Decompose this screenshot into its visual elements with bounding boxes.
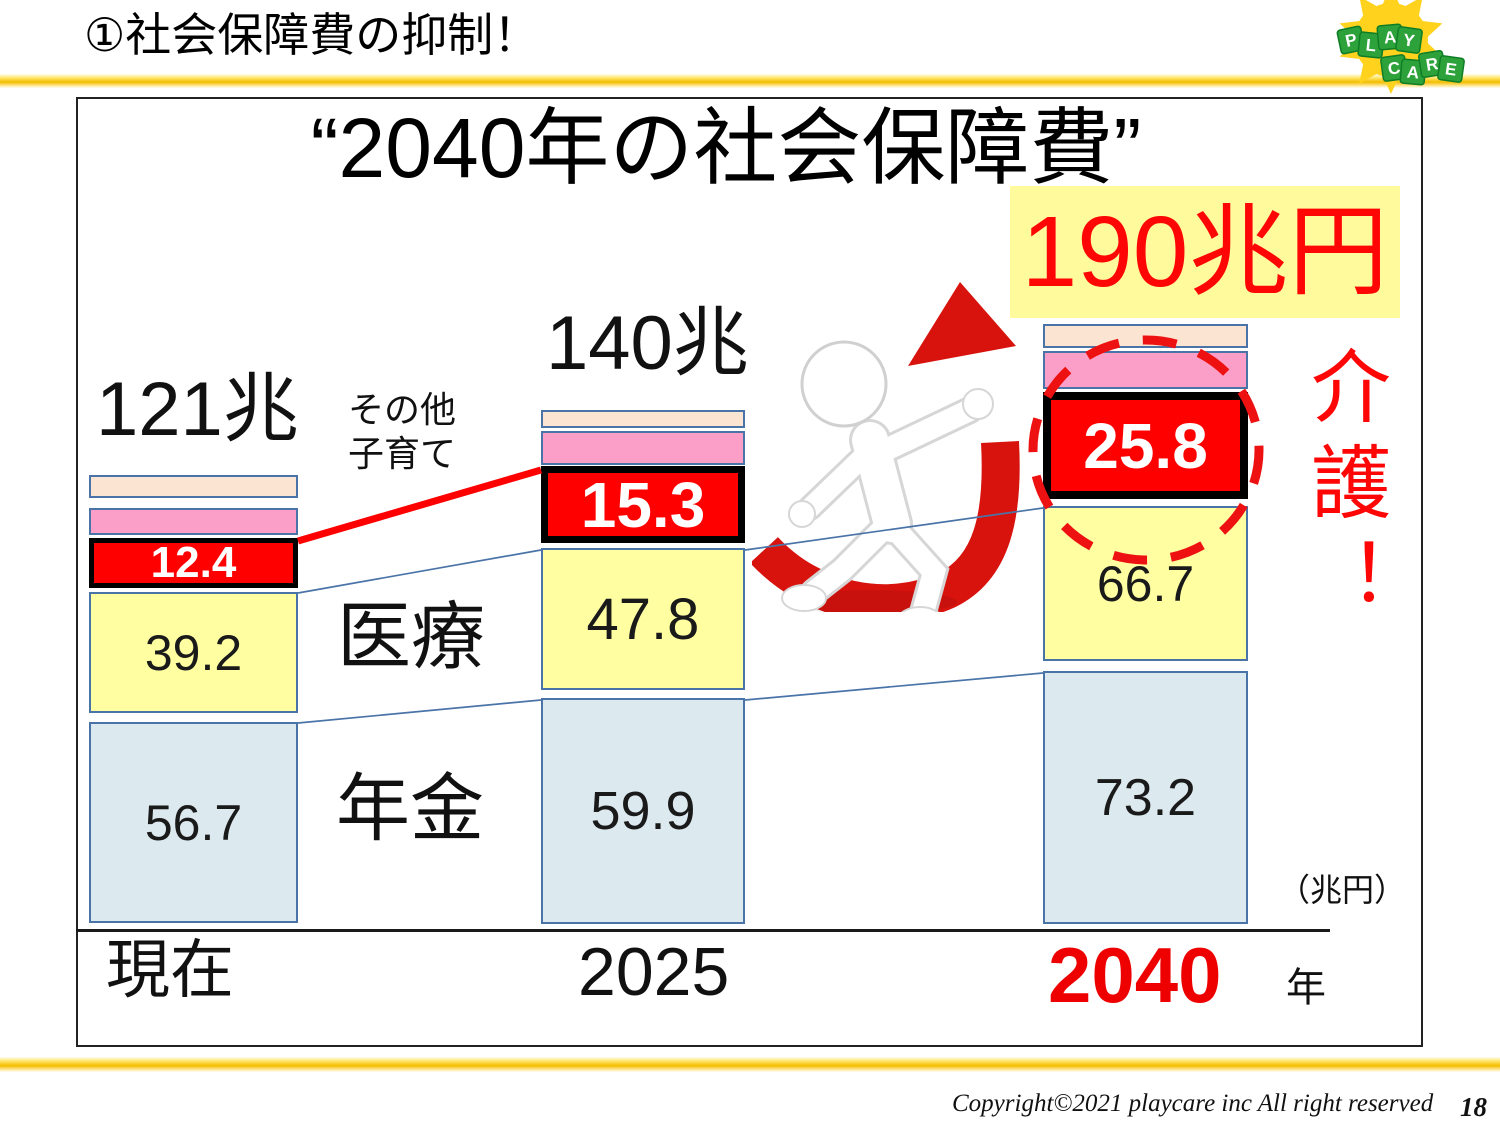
copyright-text: Copyright©2021 playcare inc All right re… [952, 1090, 1434, 1117]
logo-letter: A [1383, 27, 1397, 47]
medical-value-current: 39.2 [144, 624, 243, 681]
total-label-current: 121兆 [96, 367, 299, 452]
person-arrow-illustration [752, 282, 1020, 612]
chart-title: “2040年の社会保障費” [310, 101, 1142, 195]
care-value-2040: 25.8 [1083, 409, 1208, 482]
series-label-childcare: 子育て [348, 433, 457, 474]
bar-2040-childcare-segment [1043, 351, 1248, 389]
bottom-divider-bar [0, 1057, 1500, 1072]
page-title: ①社会保障費の抑制！ [84, 9, 540, 61]
bar-current-care-segment: 12.4 [89, 538, 298, 588]
bar-current-childcare-segment [89, 508, 298, 535]
logo-letter: C [1387, 58, 1402, 79]
category-label-current: 現在 [106, 934, 234, 1006]
red-arrow-head [908, 282, 1016, 366]
bar-current-pension-segment: 56.7 [89, 722, 298, 923]
year-suffix-label: 年 [1286, 966, 1326, 1010]
bar-2025-medical-segment: 47.8 [541, 548, 745, 690]
bar-2040-pension-segment: 73.2 [1043, 671, 1248, 924]
top-divider-bar [0, 74, 1500, 88]
care-annotation: 介護！ [1300, 345, 1389, 633]
pension-value-2025: 59.9 [590, 781, 696, 841]
bar-2040-care-segment: 25.8 [1043, 392, 1248, 499]
total-label-2040-highlight: 190兆円 [1010, 186, 1400, 318]
bar-2025-other-segment [541, 410, 745, 428]
playcare-logo-icon: P L A Y C A R E [1336, 0, 1465, 94]
logo-letter: L [1365, 36, 1377, 56]
page-number: 18 [1460, 1092, 1487, 1122]
logo-letter: P [1344, 30, 1359, 51]
bar-current-other-segment [89, 475, 298, 498]
logo-letter: A [1406, 62, 1420, 82]
series-label-pension: 年金 [336, 767, 484, 850]
bar-current-medical-segment: 39.2 [89, 592, 298, 713]
pension-value-2040: 73.2 [1094, 768, 1197, 827]
medical-value-2025: 47.8 [586, 586, 700, 652]
care-value-2025: 15.3 [580, 468, 706, 541]
category-label-2025: 2025 [578, 934, 730, 1010]
logo-letter: Y [1402, 30, 1417, 50]
unit-label: （兆円） [1278, 872, 1407, 908]
x-axis-line [76, 929, 1330, 932]
bar-2025-childcare-segment [541, 431, 745, 465]
logo-letter: E [1444, 59, 1458, 79]
care-value-current: 12.4 [150, 538, 237, 587]
bar-2040-other-segment [1043, 324, 1248, 348]
bar-2025-pension-segment: 59.9 [541, 698, 745, 924]
medical-value-2040: 66.7 [1096, 555, 1195, 612]
series-label-other: その他 [348, 389, 457, 430]
series-label-medical: 医療 [337, 595, 485, 678]
bar-2040-medical-segment: 66.7 [1043, 506, 1248, 661]
bar-2025-care-segment: 15.3 [541, 466, 745, 543]
pension-value-current: 56.7 [144, 794, 243, 851]
category-label-2040: 2040 [1048, 931, 1222, 1019]
total-label-2025: 140兆 [546, 301, 749, 386]
logo-letter: R [1425, 54, 1440, 75]
